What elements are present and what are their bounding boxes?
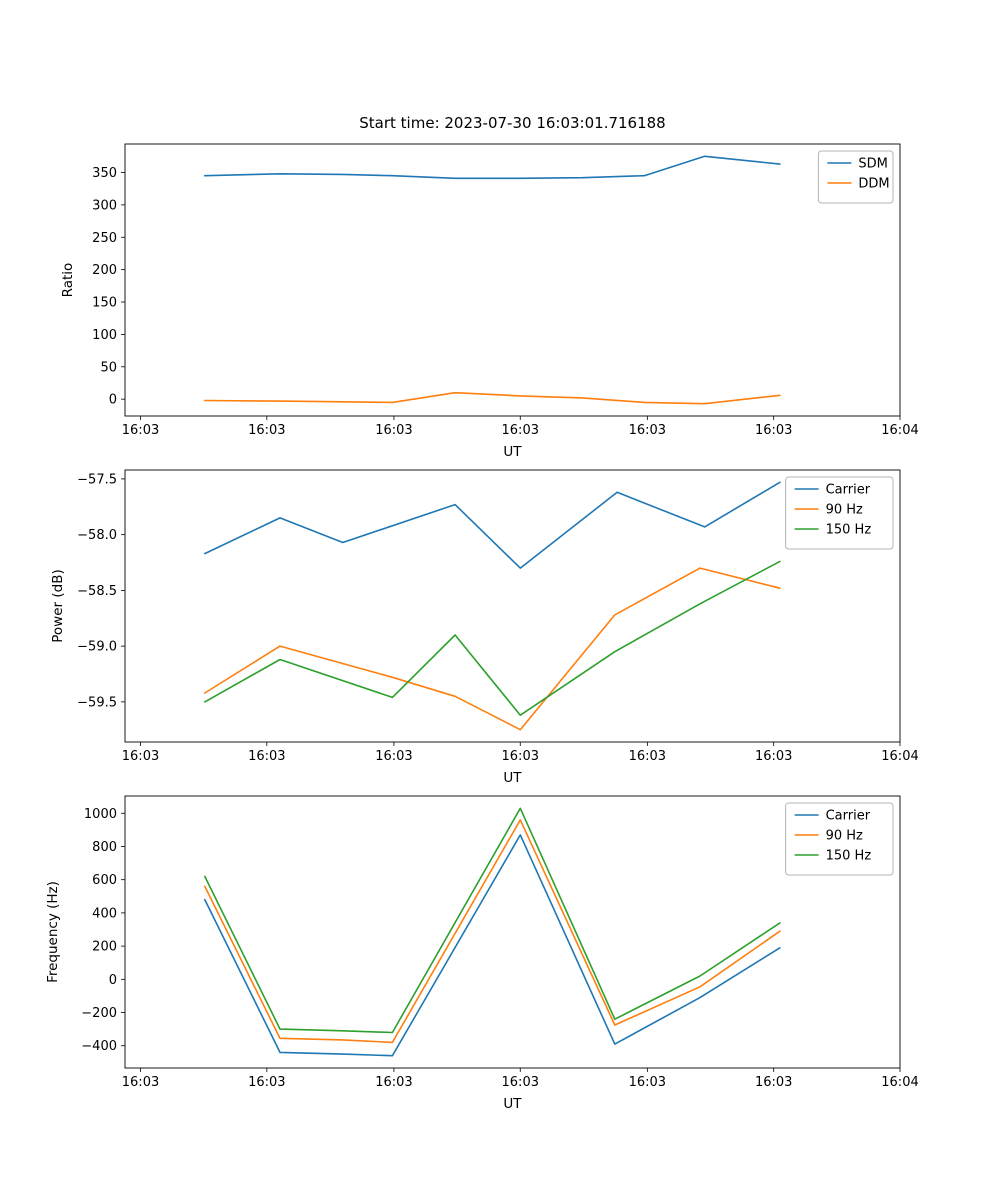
x-tick-label: 16:04 [881,749,918,764]
legend-label-90-hz: 90 Hz [826,503,863,518]
x-tick-label: 16:03 [122,1075,159,1090]
legend-label-ddm: DDM [858,177,889,192]
y-tick-label: 250 [92,231,117,246]
y-tick-label: 200 [92,940,117,955]
legend: SDM DDM [817,150,894,204]
y-tick-label: 150 [92,296,117,311]
y-axis: 0 50 100 150 200 250 300 350 [92,166,125,408]
y-axis-title: Frequency (Hz) [45,881,61,983]
y-tick-label: −58.0 [77,528,117,543]
90-hz-line [204,567,781,731]
x-axis: 16:03 16:03 16:03 16:03 16:03 16:03 16:04 [122,742,919,764]
x-axis-title: UT [503,1096,522,1112]
legend-label-carrier: Carrier [826,483,871,498]
legend-label-90-hz: 90 Hz [826,829,863,844]
legend: Carrier 90 Hz 150 Hz [785,476,894,550]
x-axis-title: UT [503,444,522,460]
y-tick-label: −59.0 [77,640,117,655]
y-tick-label: 400 [92,906,117,921]
x-tick-label: 16:03 [755,749,792,764]
y-tick-label: 1000 [84,807,117,822]
x-axis-title: UT [503,770,522,786]
legend-box [785,476,894,550]
x-tick-label: 16:03 [502,1075,539,1090]
legend-label-carrier: Carrier [826,809,871,824]
axes-frame [124,469,901,743]
sdm-line [204,155,781,180]
y-tick-label: 350 [92,166,117,181]
x-tick-label: 16:04 [881,1075,918,1090]
y-tick-label: 800 [92,840,117,855]
y-tick-label: 0 [109,393,117,408]
legend-label-150-hz: 150 Hz [826,849,872,864]
x-tick-label: 16:03 [375,423,412,438]
axes-frame [124,795,901,1069]
y-tick-label: 50 [100,360,117,375]
x-tick-label: 16:03 [629,749,666,764]
y-tick-label: −400 [81,1039,117,1054]
x-tick-label: 16:03 [248,749,285,764]
power-plot: −57.5−58.0−58.5−59.0−59.516:03 16:03 16:03… [50,469,919,786]
x-tick-label: 16:04 [881,423,918,438]
y-tick-label: 200 [92,263,117,278]
x-axis: 16:03 16:03 16:03 16:03 16:03 16:03 16:04 [122,416,919,438]
legend-label-150-hz: 150 Hz [826,523,872,538]
legend: Carrier 90 Hz 150 Hz [785,802,894,876]
y-axis: 1000 800 600 400 200 0 −200 −400 [81,807,125,1054]
x-tick-label: 16:03 [375,749,412,764]
y-tick-label: −200 [81,1006,117,1021]
x-tick-label: 16:03 [248,423,285,438]
x-tick-label: 16:03 [629,1075,666,1090]
plot-title: Start time: 2023-07-30 16:03:01.716188 [359,114,666,132]
x-tick-label: 16:03 [122,749,159,764]
150-hz-line [204,807,781,1034]
x-tick-label: 16:03 [629,423,666,438]
x-tick-label: 16:03 [375,1075,412,1090]
y-axis-title: Ratio [60,263,76,298]
legend-box [817,150,894,204]
y-axis-title: Power (dB) [50,569,66,642]
legend-box [785,802,894,876]
ddm-line [204,391,781,405]
x-tick-label: 16:03 [755,1075,792,1090]
90-hz-line [204,819,781,1044]
axes-frame [124,143,901,417]
legend-label-sdm: SDM [858,157,887,172]
x-axis: 16:03 16:03 16:03 16:03 16:03 16:03 16:04 [122,1068,919,1090]
x-tick-label: 16:03 [502,423,539,438]
150-hz-line [204,560,781,717]
y-tick-label: −57.5 [77,472,117,487]
x-tick-label: 16:03 [502,749,539,764]
y-tick-label: 100 [92,328,117,343]
x-tick-label: 16:03 [248,1075,285,1090]
y-tick-label: 0 [109,973,117,988]
y-tick-label: −58.5 [77,584,117,599]
carrier-line [204,834,781,1057]
carrier-line [204,481,781,569]
x-tick-label: 16:03 [122,423,159,438]
x-tick-label: 16:03 [755,423,792,438]
y-axis: −57.5 −58.0 −58.5 −59.0 −59.5 [77,472,125,710]
y-tick-label: 600 [92,873,117,888]
y-tick-label: −59.5 [77,695,117,710]
y-tick-label: 300 [92,198,117,213]
